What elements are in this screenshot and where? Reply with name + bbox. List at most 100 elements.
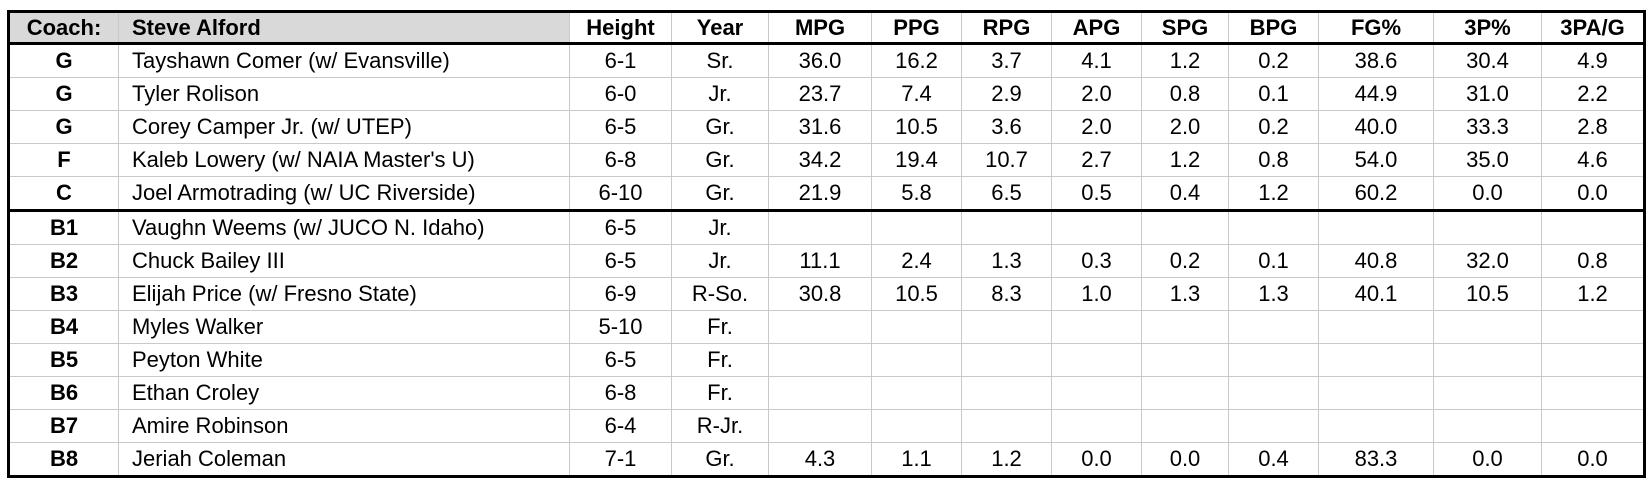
player-stat-cell: 31.0 <box>1433 77 1542 111</box>
player-stat-cell <box>1541 209 1645 245</box>
roster-table: Coach: Steve Alford Height Year MPG PPG RPG A… <box>7 10 1646 478</box>
player-stat-cell: 3.6 <box>961 110 1052 144</box>
player-stat-cell: 16.2 <box>871 43 962 78</box>
player-row: B4 Myles Walker 5-10 Fr. <box>8 310 1645 344</box>
player-stat-cell <box>1141 409 1229 443</box>
player-position-cell: B4 <box>8 310 119 344</box>
player-stat-cell: 54.0 <box>1318 143 1434 177</box>
player-stat-cell: 1.2 <box>1141 43 1229 78</box>
player-stat-cell: 23.7 <box>768 77 872 111</box>
player-stat-cell: 2.8 <box>1541 110 1645 144</box>
player-stat-cell <box>1318 409 1434 443</box>
player-stat-cell: 33.3 <box>1433 110 1542 144</box>
player-height-cell: 6-5 <box>569 110 672 144</box>
player-name-cell: Myles Walker <box>118 310 570 344</box>
column-header-year: Year <box>671 11 769 45</box>
player-stat-cell: 0.0 <box>1541 442 1645 477</box>
player-stat-cell: 7.4 <box>871 77 962 111</box>
player-stat-cell <box>961 310 1052 344</box>
player-name-cell: Joel Armotrading (w/ UC Riverside) <box>118 176 570 211</box>
player-row: B3 Elijah Price (w/ Fresno State) 6-9 R-So.… <box>8 277 1645 311</box>
player-row: B5 Peyton White 6-5 Fr. <box>8 343 1645 377</box>
player-row: B2 Chuck Bailey III 6-5 Jr. 11.1 2.4 1.3 0.3 0.2… <box>8 244 1645 278</box>
player-stat-cell: 0.0 <box>1141 442 1229 477</box>
column-header-height: Height <box>569 11 672 45</box>
player-position-cell: C <box>8 176 119 211</box>
player-stat-cell: 2.0 <box>1051 110 1142 144</box>
player-stat-cell: 31.6 <box>768 110 872 144</box>
player-stat-cell: 0.4 <box>1141 176 1229 211</box>
player-row: C Joel Armotrading (w/ UC Riverside) 6-10 G… <box>8 176 1645 211</box>
player-name-cell: Corey Camper Jr. (w/ UTEP) <box>118 110 570 144</box>
player-stat-cell: 30.4 <box>1433 43 1542 78</box>
player-stat-cell: 1.3 <box>1141 277 1229 311</box>
player-name-cell: Chuck Bailey III <box>118 244 570 278</box>
player-row: G Tyler Rolison 6-0 Jr. 23.7 7.4 2.9 2.0 0.8 0.1 4… <box>8 77 1645 111</box>
player-stat-cell <box>768 409 872 443</box>
roster-body: G Tayshawn Comer (w/ Evansville) 6-1 Sr. 36.… <box>8 43 1645 477</box>
player-position-cell: F <box>8 143 119 177</box>
player-stat-cell <box>871 343 962 377</box>
column-header-bpg: BPG <box>1228 11 1319 45</box>
player-position-cell: B5 <box>8 343 119 377</box>
player-stat-cell <box>871 409 962 443</box>
player-stat-cell <box>768 209 872 245</box>
player-position-cell: B7 <box>8 409 119 443</box>
player-height-cell: 6-8 <box>569 143 672 177</box>
player-stat-cell: 10.5 <box>1433 277 1542 311</box>
player-position-cell: G <box>8 110 119 144</box>
player-stat-cell: 2.4 <box>871 244 962 278</box>
player-stat-cell: 5.8 <box>871 176 962 211</box>
player-year-cell: Gr. <box>671 110 769 144</box>
player-row: G Tayshawn Comer (w/ Evansville) 6-1 Sr. 36.… <box>8 43 1645 78</box>
player-stat-cell: 32.0 <box>1433 244 1542 278</box>
player-stat-cell <box>871 209 962 245</box>
coach-label: Coach: <box>8 11 119 45</box>
player-height-cell: 6-4 <box>569 409 672 443</box>
player-stat-cell: 0.8 <box>1141 77 1229 111</box>
player-stat-cell <box>1051 343 1142 377</box>
player-stat-cell: 2.0 <box>1051 77 1142 111</box>
player-stat-cell: 10.7 <box>961 143 1052 177</box>
player-stat-cell: 0.0 <box>1051 442 1142 477</box>
player-stat-cell: 0.0 <box>1541 176 1645 211</box>
player-stat-cell <box>871 376 962 410</box>
player-stat-cell: 35.0 <box>1433 143 1542 177</box>
player-stat-cell <box>1433 409 1542 443</box>
player-name-cell: Peyton White <box>118 343 570 377</box>
column-header-3pa-g: 3PA/G <box>1541 11 1645 45</box>
player-stat-cell: 21.9 <box>768 176 872 211</box>
player-stat-cell <box>1141 209 1229 245</box>
player-stat-cell: 4.9 <box>1541 43 1645 78</box>
player-stat-cell <box>1318 209 1434 245</box>
player-year-cell: R-Jr. <box>671 409 769 443</box>
player-stat-cell <box>1141 343 1229 377</box>
player-stat-cell <box>961 376 1052 410</box>
player-stat-cell: 4.1 <box>1051 43 1142 78</box>
player-stat-cell: 1.1 <box>871 442 962 477</box>
player-stat-cell: 4.3 <box>768 442 872 477</box>
player-stat-cell: 19.4 <box>871 143 962 177</box>
player-row: B8 Jeriah Coleman 7-1 Gr. 4.3 1.1 1.2 0.0 0.0 0.4… <box>8 442 1645 477</box>
player-stat-cell: 0.1 <box>1228 244 1319 278</box>
player-stat-cell: 4.6 <box>1541 143 1645 177</box>
player-name-cell: Tyler Rolison <box>118 77 570 111</box>
player-position-cell: B2 <box>8 244 119 278</box>
player-row: B7 Amire Robinson 6-4 R-Jr. <box>8 409 1645 443</box>
player-name-cell: Elijah Price (w/ Fresno State) <box>118 277 570 311</box>
player-stat-cell <box>1051 209 1142 245</box>
player-stat-cell: 0.8 <box>1541 244 1645 278</box>
player-row: G Corey Camper Jr. (w/ UTEP) 6-5 Gr. 31.6 10.… <box>8 110 1645 144</box>
player-stat-cell <box>1318 376 1434 410</box>
player-stat-cell: 0.0 <box>1433 176 1542 211</box>
player-height-cell: 6-8 <box>569 376 672 410</box>
player-stat-cell: 6.5 <box>961 176 1052 211</box>
player-stat-cell: 0.1 <box>1228 77 1319 111</box>
player-stat-cell <box>1433 343 1542 377</box>
player-stat-cell: 2.7 <box>1051 143 1142 177</box>
player-stat-cell: 11.1 <box>768 244 872 278</box>
player-stat-cell: 2.9 <box>961 77 1052 111</box>
player-stat-cell: 0.0 <box>1433 442 1542 477</box>
player-stat-cell <box>1318 310 1434 344</box>
player-position-cell: B1 <box>8 209 119 245</box>
